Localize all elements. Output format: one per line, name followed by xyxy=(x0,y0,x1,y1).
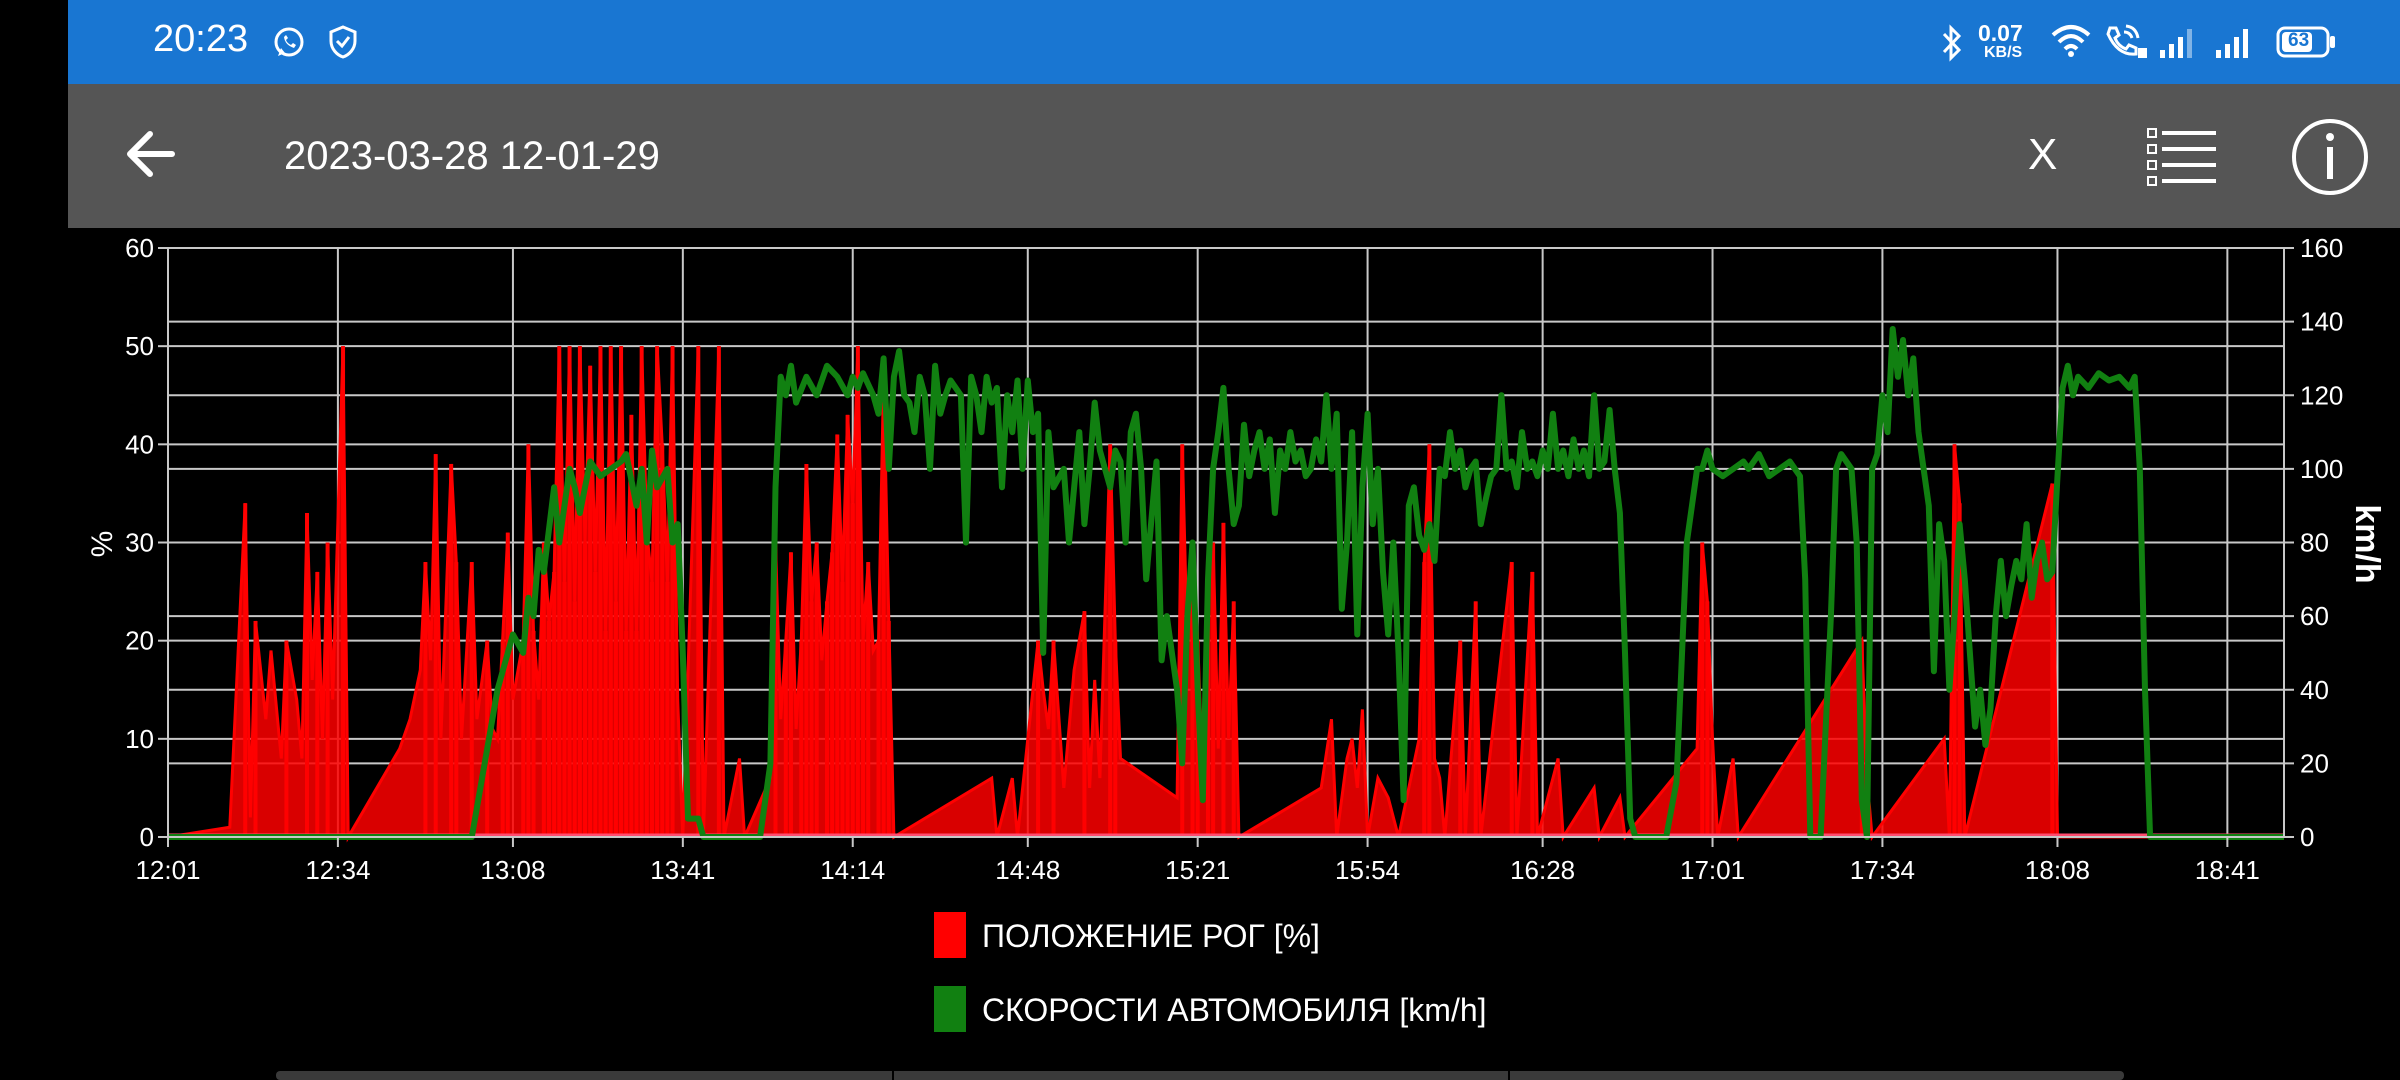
y-right-axis-label: km/h xyxy=(2348,504,2386,583)
y-right-tick-label: 140 xyxy=(2300,307,2343,337)
y-left-tick-label: 10 xyxy=(125,724,154,754)
x-tick-label: 13:08 xyxy=(480,855,545,885)
x-tick-label: 15:54 xyxy=(1335,855,1400,885)
x-tick-label: 18:08 xyxy=(2025,855,2090,885)
back-arrow-icon[interactable] xyxy=(122,126,178,182)
close-x-button[interactable]: X xyxy=(2028,130,2058,179)
net-speed-value: 0.07 xyxy=(1978,20,2023,46)
x-tick-label: 12:34 xyxy=(305,855,370,885)
x-tick-label: 17:34 xyxy=(1850,855,1915,885)
chart: 0 10 20 30 40 50 60 0 20 40 60 80 100 120 140 160 12:01 1… xyxy=(86,233,2386,885)
y-left-tick-label: 0 xyxy=(140,822,154,852)
wifi-icon xyxy=(2051,25,2091,57)
y-left-tick-label: 60 xyxy=(125,233,154,263)
list-icon[interactable] xyxy=(2146,126,2218,186)
whatsapp-icon xyxy=(274,27,304,57)
x-tick-label: 15:21 xyxy=(1165,855,1230,885)
y-right-tick-label: 160 xyxy=(2300,233,2343,263)
y-left-axis-label: % xyxy=(86,531,119,558)
y-left-tick-label: 40 xyxy=(125,429,154,459)
status-time: 20:23 xyxy=(153,18,249,60)
net-speed-unit: KB/S xyxy=(1984,44,2023,61)
signal-icon xyxy=(2160,29,2192,58)
y-right-tick-label: 60 xyxy=(2300,601,2329,631)
legend-label-throttle: ПОЛОЖЕНИЕ РОГ [%] xyxy=(982,918,1320,954)
bluetooth-icon xyxy=(1942,24,1962,62)
status-bar: 20:23 0.07 KB/S 63 xyxy=(68,0,2400,84)
y-left-tick-label: 50 xyxy=(125,331,154,361)
y-right-tick-label: 120 xyxy=(2300,380,2343,410)
x-tick-label: 16:28 xyxy=(1510,855,1575,885)
y-right-tick-label: 80 xyxy=(2300,528,2329,558)
y-right-tick-label: 20 xyxy=(2300,748,2329,778)
horizontal-scrollbar[interactable] xyxy=(276,1071,2124,1080)
battery-icon xyxy=(2276,26,2335,58)
chart-axes: 0 10 20 30 40 50 60 0 20 40 60 80 100 120 140 160 12:01 1… xyxy=(125,233,2343,885)
x-tick-label: 12:01 xyxy=(135,855,200,885)
battery-level: 63 xyxy=(2288,30,2310,51)
y-right-tick-label: 100 xyxy=(2300,454,2343,484)
x-tick-label: 13:41 xyxy=(650,855,715,885)
x-tick-label: 14:14 xyxy=(820,855,885,885)
info-icon[interactable] xyxy=(2290,117,2370,197)
legend-swatch-speed xyxy=(934,986,966,1032)
x-tick-label: 17:01 xyxy=(1680,855,1745,885)
volte-call-icon xyxy=(2106,24,2147,58)
speed-series xyxy=(168,326,2284,840)
x-tick-label: 14:48 xyxy=(995,855,1060,885)
legend-label-speed: СКОРОСТИ АВТОМОБИЛЯ [km/h] xyxy=(982,992,1487,1028)
signal-icon xyxy=(2216,29,2248,58)
y-left-tick-label: 30 xyxy=(125,528,154,558)
x-tick-label: 18:41 xyxy=(2195,855,2260,885)
speed-line xyxy=(168,326,2284,840)
legend-swatch-throttle xyxy=(934,912,966,958)
y-right-tick-label: 40 xyxy=(2300,675,2329,705)
y-left-tick-label: 20 xyxy=(125,626,154,656)
app-bar: 2023-03-28 12-01-29 X xyxy=(68,84,2400,228)
y-right-tick-label: 0 xyxy=(2300,822,2314,852)
shield-check-icon xyxy=(329,25,357,59)
page-title: 2023-03-28 12-01-29 xyxy=(284,134,660,178)
